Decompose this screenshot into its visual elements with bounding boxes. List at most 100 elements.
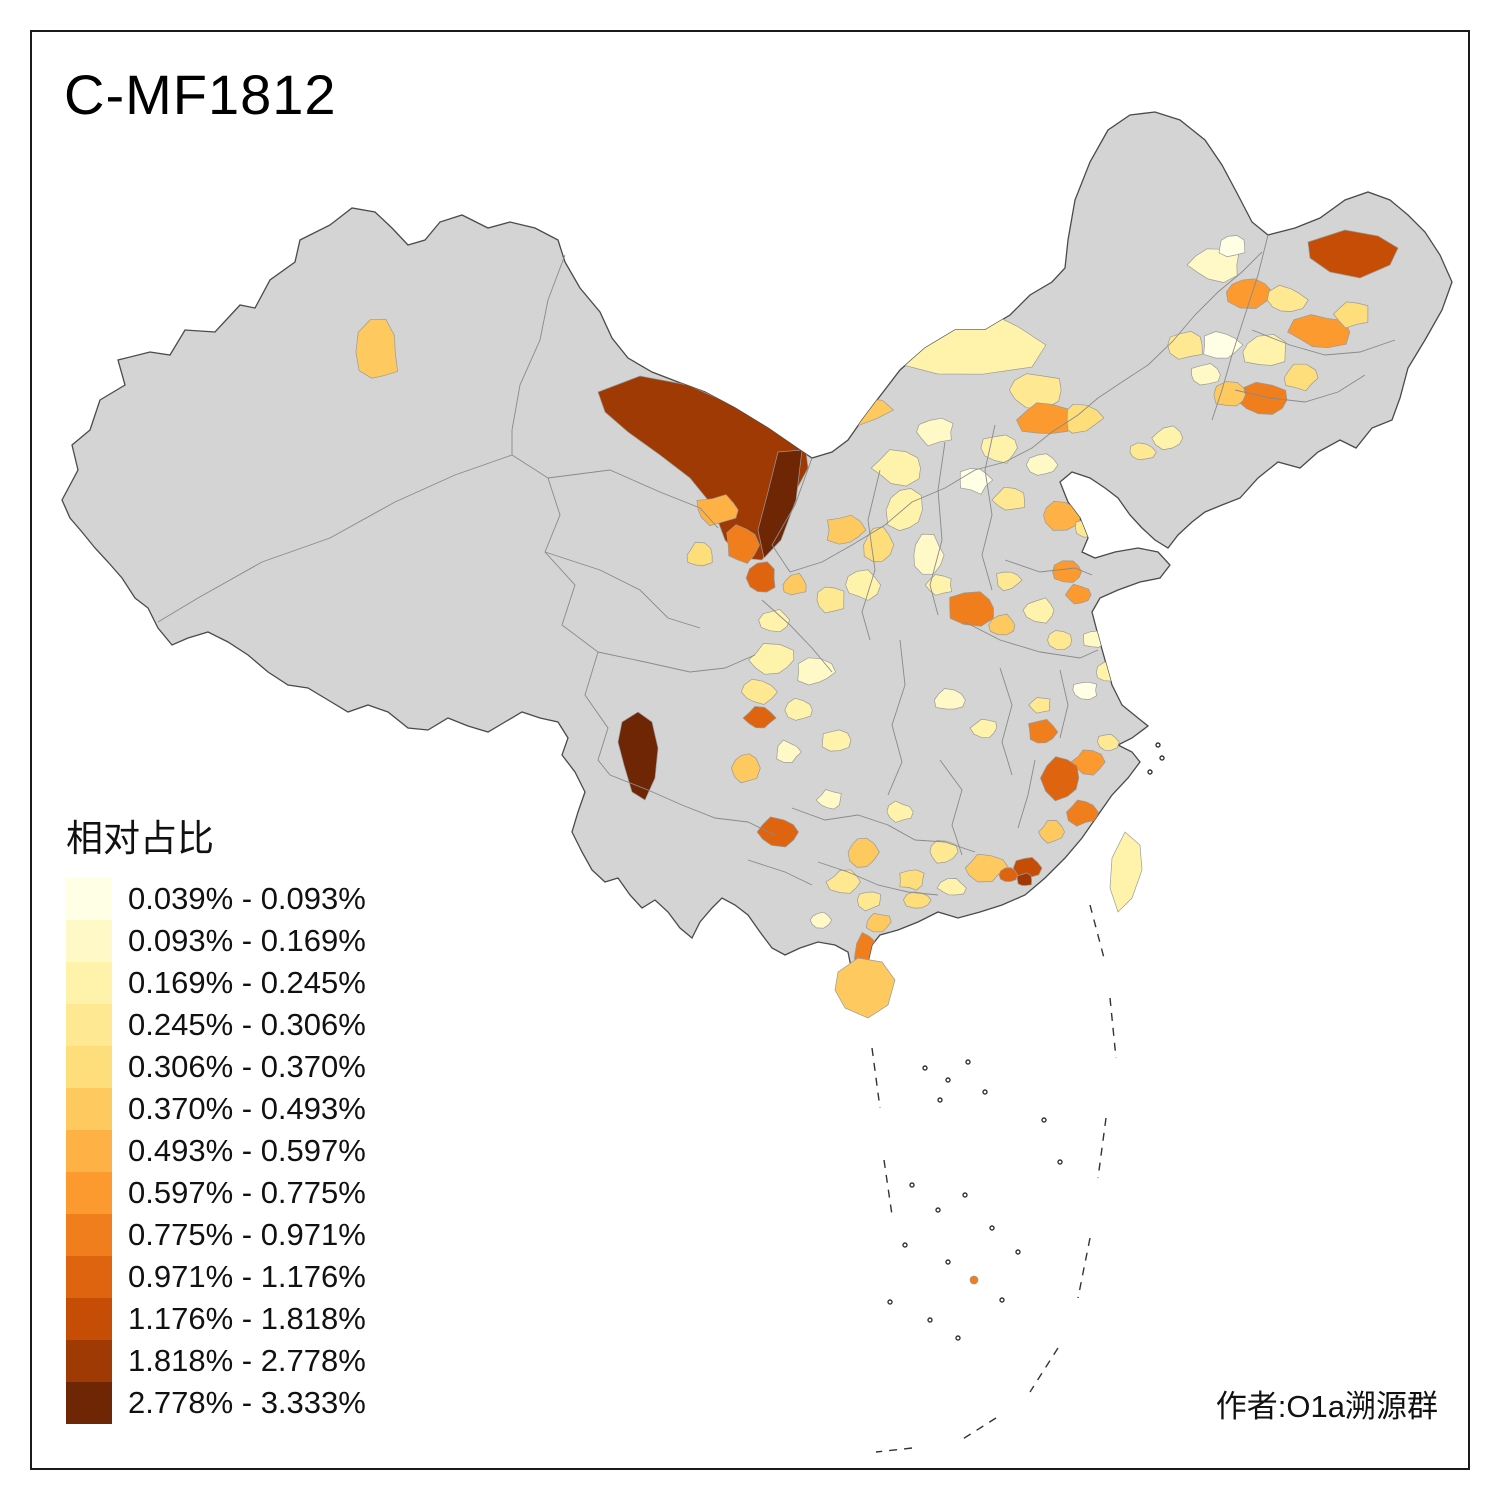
map-region (1307, 229, 1399, 279)
map-region (696, 494, 739, 527)
legend-swatch (66, 878, 112, 920)
legend-label: 0.597% - 0.775% (128, 1175, 366, 1210)
legend: 相对占比 0.039% - 0.093% 0.093% - 0.169% 0.169… (66, 808, 366, 1424)
legend-swatch (66, 1214, 112, 1256)
legend-label: 0.093% - 0.169% (128, 923, 366, 958)
map-region (1037, 820, 1065, 844)
legend-swatch (66, 1256, 112, 1298)
map-region (742, 706, 777, 729)
map-region (1167, 330, 1203, 360)
legend-swatch (66, 1382, 112, 1424)
map-title: C-MF1812 (64, 63, 337, 126)
map-region (1332, 301, 1369, 329)
map-region (1016, 402, 1069, 434)
map-region (1225, 278, 1274, 309)
map-region (1242, 334, 1286, 366)
legend-swatch (66, 1172, 112, 1214)
map-region (988, 613, 1016, 636)
map-region (886, 800, 914, 823)
map-region (933, 688, 966, 710)
map-region (355, 318, 398, 379)
map-region (845, 569, 882, 601)
legend-swatch (66, 1298, 112, 1340)
map-region (686, 541, 713, 566)
legend-swatch (66, 920, 112, 962)
map-region (1191, 363, 1221, 386)
legend-row: 0.775% - 0.971% (66, 1214, 366, 1256)
map-region (1213, 381, 1246, 407)
legend-row: 0.039% - 0.093% (66, 878, 366, 920)
legend-row: 0.370% - 0.493% (66, 1088, 366, 1130)
map-region (782, 573, 807, 596)
map-region (758, 608, 791, 633)
map-region (916, 417, 954, 447)
map-region (1022, 597, 1055, 624)
map-region (1052, 560, 1082, 583)
legend-row: 0.306% - 0.370% (66, 1046, 366, 1088)
map-region (1043, 501, 1082, 531)
legend-label: 0.245% - 0.306% (128, 1007, 366, 1042)
map-region (856, 891, 881, 912)
map-region (784, 697, 813, 721)
map-region (885, 488, 923, 532)
map-region (726, 524, 760, 564)
map-region (1266, 284, 1309, 312)
map-region (748, 643, 795, 675)
legend-row: 2.778% - 3.333% (66, 1382, 366, 1424)
province-borders (157, 234, 1396, 896)
map-region (870, 449, 921, 487)
legend-title: 相对占比 (66, 818, 214, 859)
map-region (1129, 442, 1157, 461)
legend-label: 0.971% - 1.176% (128, 1259, 366, 1294)
map-region (929, 840, 959, 864)
choropleth-patches (355, 229, 1399, 984)
legend-label: 0.169% - 0.245% (128, 965, 366, 1000)
map-region (745, 561, 776, 593)
legend-row: 0.971% - 1.176% (66, 1256, 366, 1298)
map-region (949, 591, 994, 627)
legend-label: 0.775% - 0.971% (128, 1217, 366, 1252)
legend-swatch (66, 1004, 112, 1046)
sea-islet-dots (887, 742, 1165, 1341)
map-region (1028, 697, 1051, 714)
map-region (821, 729, 852, 752)
taiwan-island (1109, 831, 1143, 913)
map-region (809, 911, 833, 929)
map-region (1072, 681, 1098, 700)
legend-row: 0.093% - 0.169% (66, 920, 366, 962)
map-region (1025, 453, 1059, 476)
legend-row: 1.818% - 2.778% (66, 1340, 366, 1382)
map-region (991, 486, 1026, 511)
map-region (936, 878, 967, 896)
legend-row: 1.176% - 1.818% (66, 1298, 366, 1340)
legend-row: 0.169% - 0.245% (66, 962, 366, 1004)
legend-rows: 0.039% - 0.093% 0.093% - 0.169% 0.169% - 0… (66, 878, 366, 1424)
map-region (996, 571, 1023, 592)
map-region (964, 853, 1010, 883)
legend-swatch (66, 1088, 112, 1130)
plot-frame (30, 30, 1470, 1470)
map-region (959, 468, 994, 495)
map-region (815, 789, 842, 810)
map-region (913, 533, 945, 575)
legend-label: 0.039% - 0.093% (128, 881, 366, 916)
map-region (776, 739, 802, 763)
map-region (1012, 857, 1043, 879)
map-region (1287, 314, 1351, 349)
map-region (1218, 235, 1246, 258)
map-region (740, 678, 778, 705)
map-region (730, 753, 761, 784)
hainan-island (834, 957, 896, 1019)
map-region (1016, 872, 1032, 886)
map-region (826, 514, 867, 545)
legend-label: 0.370% - 0.493% (128, 1091, 366, 1126)
attribution: 作者:O1a溯源群 (1215, 1389, 1438, 1424)
map-region (1151, 425, 1184, 451)
legend-swatch (66, 1340, 112, 1382)
map-region (899, 869, 925, 891)
map-region (1064, 583, 1092, 605)
map-region (969, 718, 998, 739)
map-region (1028, 719, 1059, 744)
